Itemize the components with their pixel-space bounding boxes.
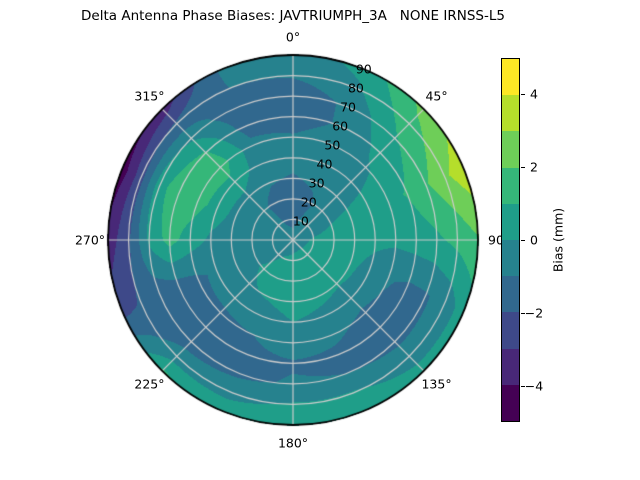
colorbar-tick-mark-0 xyxy=(521,240,525,241)
colorbar-axis-label: Bias (mm) xyxy=(550,207,566,273)
colorbar-band-2 xyxy=(502,131,519,168)
radial-tick-label-60: 60 xyxy=(332,118,349,134)
colorbar-band-9 xyxy=(502,384,519,422)
radial-tick-label-80: 80 xyxy=(347,80,364,96)
radial-tick-label-40: 40 xyxy=(316,156,333,172)
colorbar-band-5 xyxy=(502,240,519,277)
radial-tick-label-50: 50 xyxy=(324,137,341,153)
theta-label-225: 225° xyxy=(134,376,165,392)
colorbar-band-4 xyxy=(502,203,519,241)
colorbar-tick-mark-2 xyxy=(521,167,525,169)
radial-tick-label-20: 20 xyxy=(300,194,317,210)
polar-contour-plot xyxy=(103,50,483,430)
colorbar-tick-label-0: 0 xyxy=(530,232,538,248)
radial-tick-label-70: 70 xyxy=(340,99,357,115)
colorbar-tick-label-2: 2 xyxy=(530,159,538,175)
theta-label-315: 315° xyxy=(134,88,165,104)
colorbar-band-3 xyxy=(502,167,519,204)
theta-label-45: 45° xyxy=(425,88,448,104)
colorbar-band-8 xyxy=(502,348,519,385)
theta-label-180: 180° xyxy=(277,435,309,451)
radial-tick-label-30: 30 xyxy=(308,175,325,191)
colorbar-tick-label--4: −4 xyxy=(524,378,544,394)
colorbar-tick-label--2: −2 xyxy=(524,305,544,321)
colorbar-band-6 xyxy=(502,276,519,313)
radial-tick-label-90: 90 xyxy=(355,61,372,77)
chart-title: Delta Antenna Phase Biases: JAVTRIUMPH_3… xyxy=(81,8,505,24)
colorbar-tick-label-4: 4 xyxy=(530,86,538,102)
radial-tick-label-10: 10 xyxy=(292,213,309,229)
theta-label-135: 135° xyxy=(421,376,452,392)
theta-label-0: 0° xyxy=(285,29,301,45)
colorbar-tick-mark--2 xyxy=(521,312,525,314)
theta-label-90: 90 xyxy=(488,232,504,248)
colorbar-band-1 xyxy=(502,95,519,132)
colorbar-band-7 xyxy=(502,312,519,349)
theta-label-270: 270° xyxy=(74,232,106,248)
colorbar-band-0 xyxy=(502,59,519,96)
colorbar xyxy=(501,58,520,422)
colorbar-tick-mark--4 xyxy=(521,385,525,387)
colorbar-tick-mark-4 xyxy=(521,94,525,96)
